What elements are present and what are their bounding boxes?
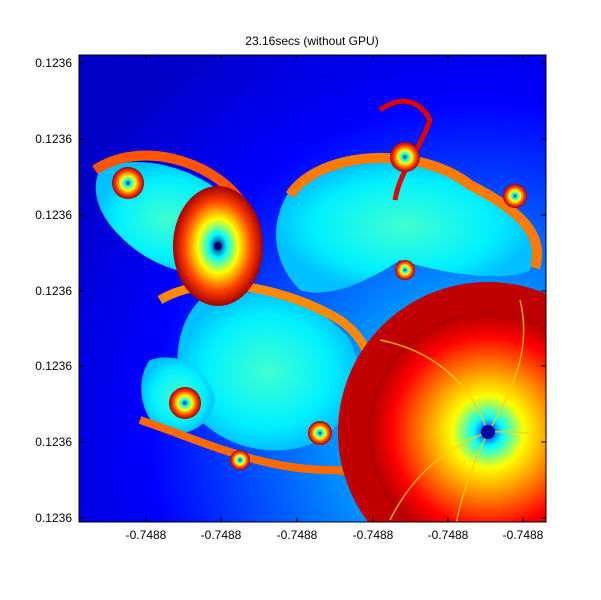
spiral-large-core bbox=[481, 425, 495, 439]
spiral-small-6 bbox=[230, 450, 250, 470]
spiral-small-7 bbox=[395, 260, 415, 280]
spiral-medium-core bbox=[214, 242, 222, 250]
spiral-small-3 bbox=[169, 387, 201, 419]
x-tick-label: -0.7488 bbox=[126, 528, 167, 542]
y-axis: 0.1236 0.1236 0.1236 0.1236 0.1236 0.1236 0.12… bbox=[35, 56, 546, 525]
plot-frame bbox=[78, 54, 547, 523]
spiral-small-4 bbox=[503, 184, 527, 208]
x-tick-label: -0.7488 bbox=[428, 528, 469, 542]
spiral-small-2 bbox=[390, 142, 420, 172]
y-tick-label: 0.1236 bbox=[35, 284, 72, 298]
cyan-region-upper bbox=[276, 160, 533, 293]
spiral-large bbox=[368, 312, 546, 522]
x-axis: -0.7488 -0.7488 -0.7488 -0.7488 -0.7488 -0.74… bbox=[126, 55, 544, 542]
heatmap-image bbox=[79, 55, 546, 522]
filament-top-branch bbox=[378, 98, 433, 201]
cyan-region-center bbox=[177, 292, 359, 451]
y-tick-label: 0.1236 bbox=[35, 208, 72, 222]
y-tick-label: 0.1236 bbox=[35, 132, 72, 146]
x-tick-label: -0.7488 bbox=[201, 528, 242, 542]
filament-upper bbox=[285, 152, 543, 270]
x-tick-label: -0.7488 bbox=[353, 528, 394, 542]
x-tick-label: -0.7488 bbox=[277, 528, 318, 542]
y-tick-label: 0.1236 bbox=[35, 56, 72, 70]
chart-title: 23.16secs (without GPU) bbox=[245, 34, 378, 48]
spiral-small-5 bbox=[308, 421, 332, 445]
y-tick-label: 0.1236 bbox=[35, 435, 72, 449]
x-tick-label: -0.7488 bbox=[503, 528, 544, 542]
y-tick-label: 0.1236 bbox=[35, 359, 72, 373]
spiral-small-1 bbox=[112, 167, 144, 199]
y-tick-label: 0.1236 bbox=[35, 511, 72, 525]
